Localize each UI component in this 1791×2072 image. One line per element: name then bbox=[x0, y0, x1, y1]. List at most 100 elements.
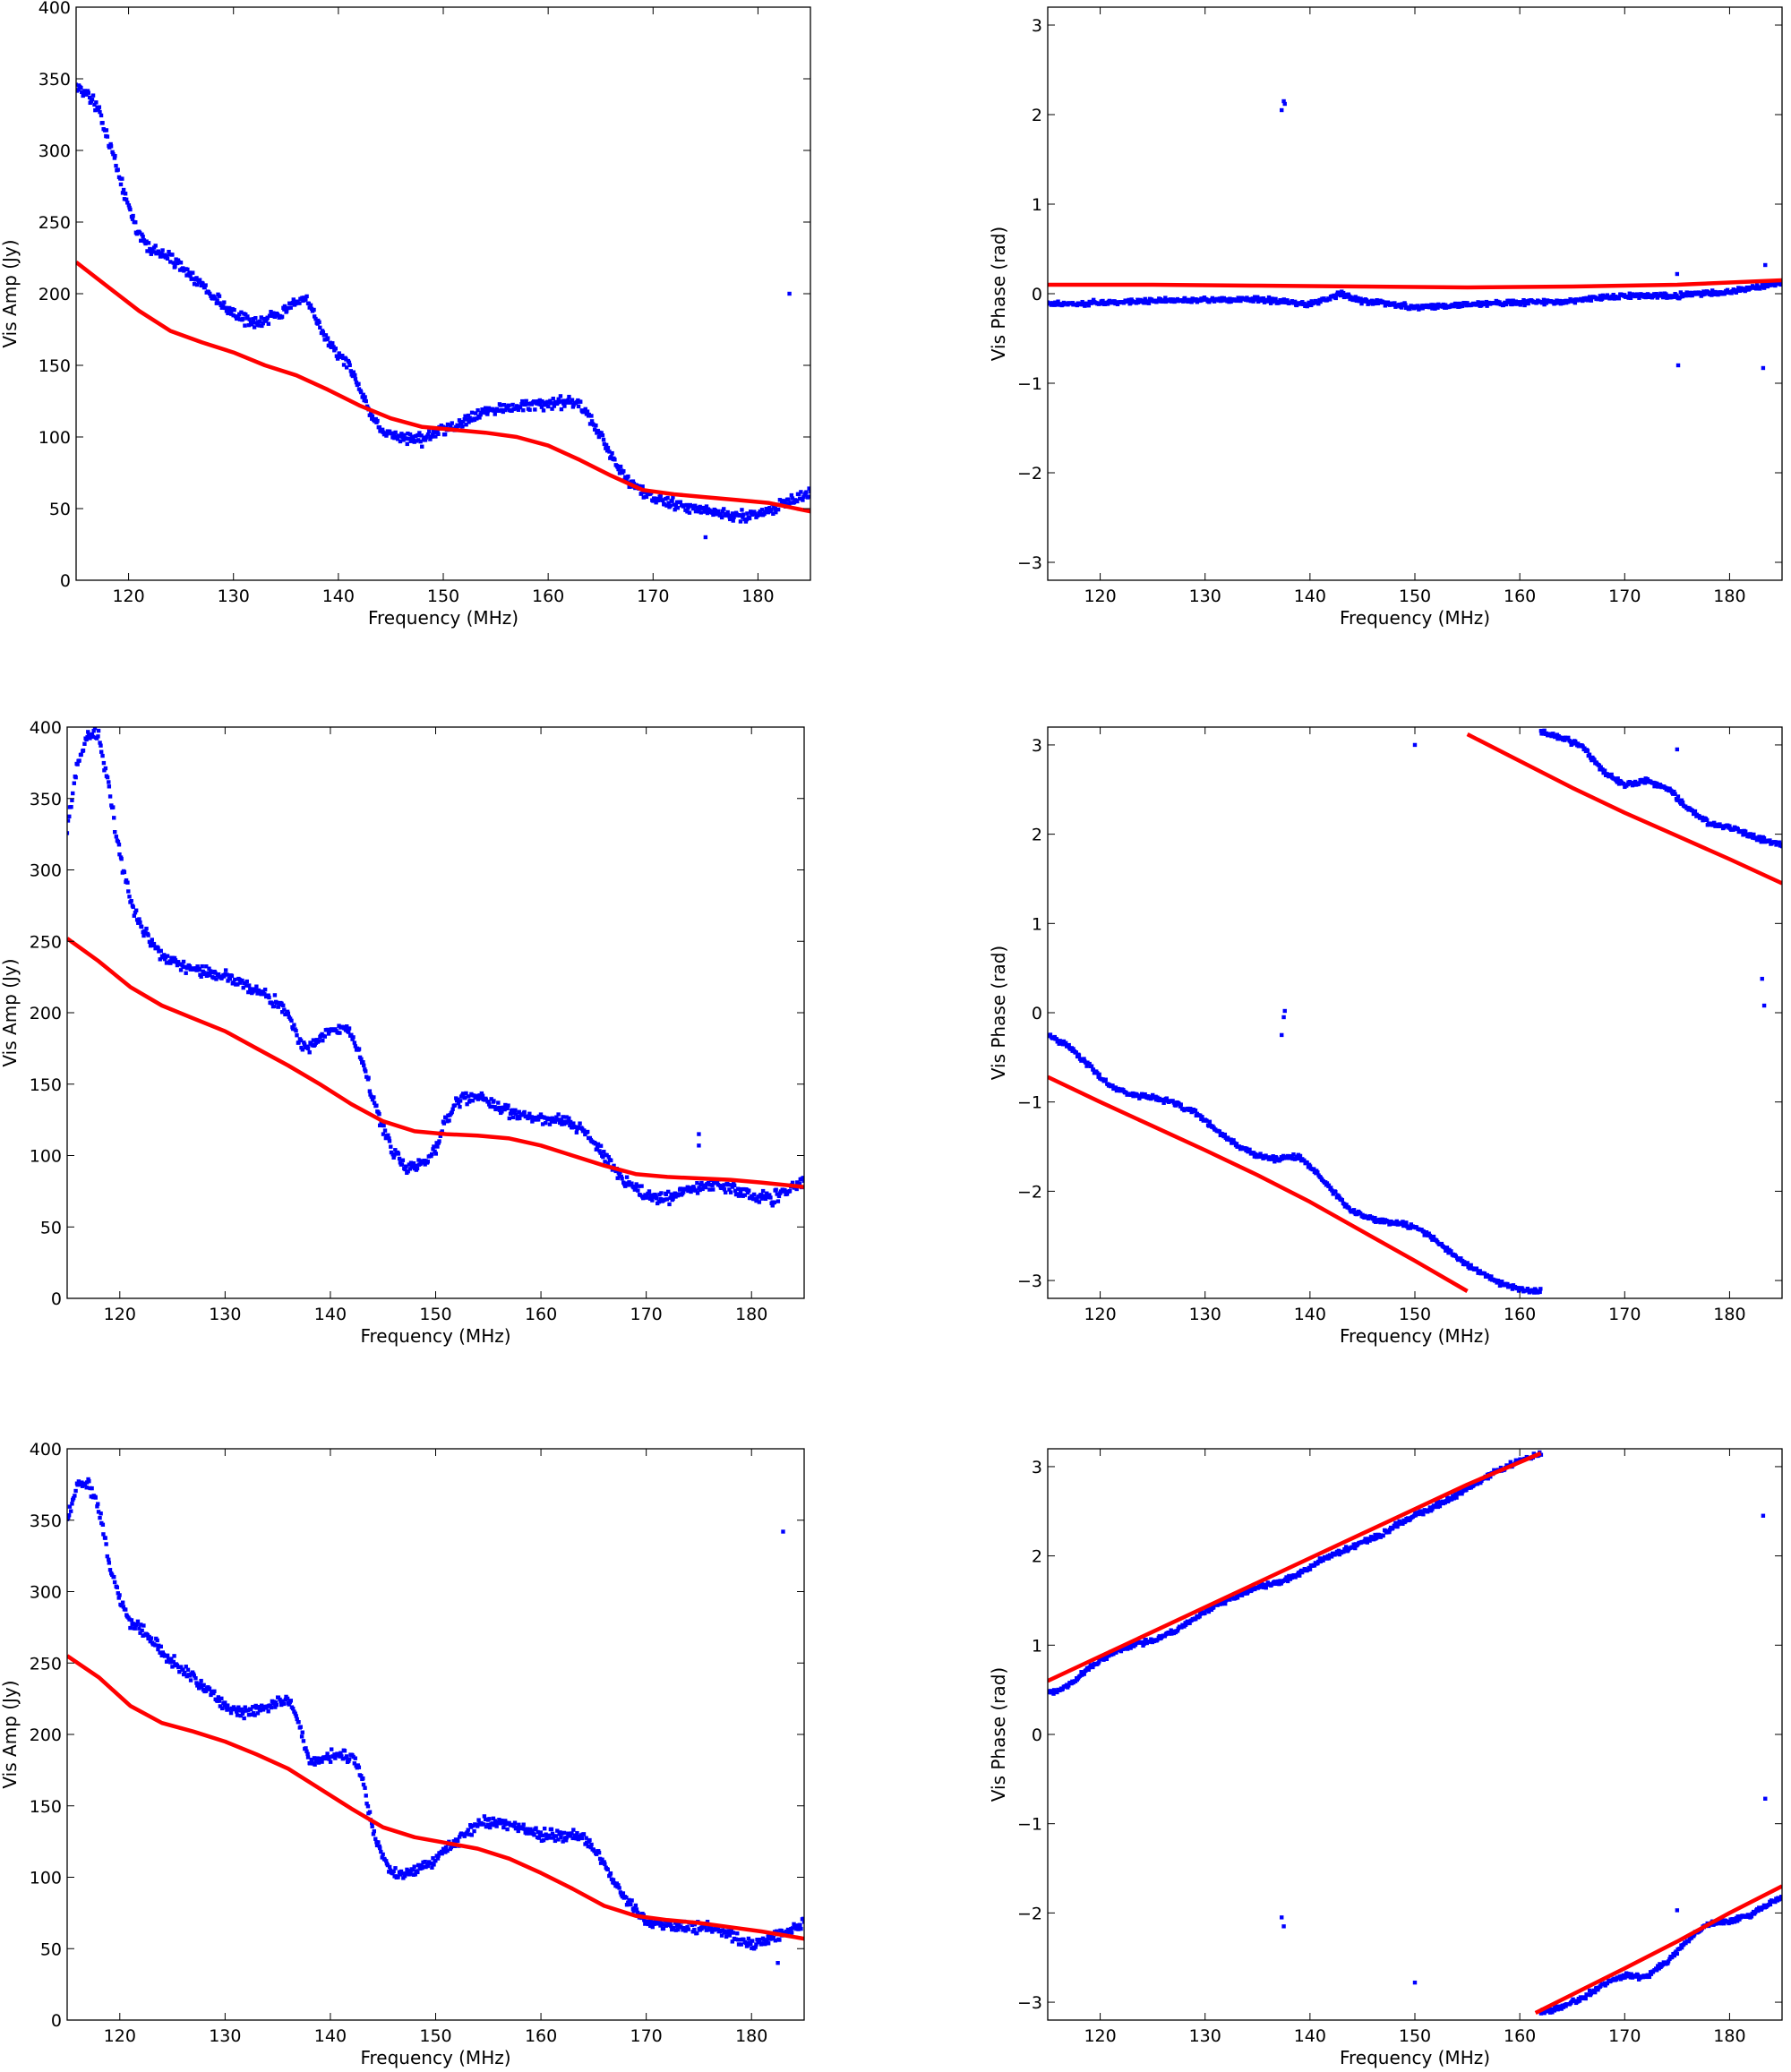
data-point bbox=[623, 1184, 628, 1188]
data-point bbox=[287, 305, 291, 311]
data-point bbox=[253, 989, 258, 993]
data-point bbox=[137, 917, 141, 921]
data-point bbox=[1727, 824, 1732, 828]
data-point bbox=[576, 404, 581, 409]
data-point bbox=[361, 1059, 365, 1065]
data-point bbox=[767, 1193, 772, 1197]
data-point bbox=[1735, 1919, 1740, 1923]
data-point bbox=[1333, 295, 1338, 301]
data-point bbox=[726, 1182, 731, 1187]
data-point bbox=[289, 1018, 294, 1023]
y-tick-label: 3 bbox=[1032, 1458, 1042, 1477]
data-point bbox=[1475, 303, 1479, 307]
data-point bbox=[601, 437, 606, 442]
data-point bbox=[1087, 1665, 1092, 1670]
data-point bbox=[546, 404, 551, 409]
data-point bbox=[646, 1191, 650, 1196]
data-point bbox=[1273, 296, 1278, 302]
data-point bbox=[491, 1816, 496, 1821]
data-point bbox=[554, 1117, 560, 1122]
data-point bbox=[1121, 301, 1127, 305]
data-point bbox=[497, 1818, 501, 1822]
panel-amp-2: 120 130 140 150 160 170 1800501001502002503003… bbox=[0, 718, 805, 1347]
data-point bbox=[199, 974, 203, 979]
data-point bbox=[245, 314, 250, 319]
data-point bbox=[387, 1136, 391, 1141]
data-point bbox=[1182, 295, 1187, 301]
data-point bbox=[1170, 299, 1174, 304]
data-point bbox=[266, 1709, 270, 1714]
data-point bbox=[1684, 1940, 1688, 1946]
data-point bbox=[1380, 1217, 1385, 1222]
data-point bbox=[675, 506, 681, 510]
data-point bbox=[674, 1923, 680, 1928]
data-point bbox=[597, 1856, 603, 1862]
data-point bbox=[70, 1502, 74, 1506]
data-point bbox=[1656, 1964, 1660, 1968]
data-point bbox=[219, 303, 223, 308]
y-tick-label: −2 bbox=[1017, 1904, 1042, 1923]
data-point bbox=[298, 1038, 304, 1043]
data-point bbox=[455, 1097, 460, 1102]
data-point bbox=[750, 512, 755, 517]
data-point bbox=[466, 413, 471, 418]
data-point bbox=[1053, 300, 1058, 304]
data-point bbox=[407, 432, 413, 437]
data-point bbox=[742, 1193, 748, 1197]
data-point bbox=[416, 438, 421, 442]
data-point bbox=[330, 341, 335, 346]
data-point bbox=[1245, 1146, 1249, 1152]
data-point bbox=[199, 283, 204, 288]
data-point bbox=[1768, 1902, 1773, 1907]
data-point bbox=[1735, 287, 1739, 293]
data-point bbox=[542, 1826, 547, 1831]
data-point bbox=[1083, 304, 1087, 308]
data-point bbox=[416, 1862, 421, 1868]
outlier-point bbox=[1763, 262, 1768, 268]
data-point bbox=[1082, 1672, 1086, 1676]
data-point bbox=[161, 953, 167, 957]
data-point bbox=[1354, 298, 1359, 304]
outlier-point bbox=[1761, 365, 1766, 371]
data-point bbox=[750, 1939, 755, 1943]
data-point bbox=[316, 1760, 321, 1765]
data-point bbox=[384, 432, 390, 436]
data-point bbox=[643, 1193, 647, 1197]
data-point bbox=[1052, 1034, 1057, 1040]
data-point bbox=[1533, 1288, 1538, 1292]
data-point bbox=[1326, 1556, 1332, 1561]
data-point bbox=[282, 304, 287, 309]
data-point bbox=[1624, 1974, 1630, 1979]
data-point bbox=[1778, 1896, 1782, 1901]
data-point bbox=[137, 1626, 141, 1631]
data-point bbox=[1251, 299, 1255, 304]
data-point bbox=[113, 153, 117, 158]
data-point bbox=[424, 1864, 428, 1870]
data-point bbox=[123, 192, 128, 196]
data-point bbox=[122, 869, 127, 875]
data-point bbox=[1599, 296, 1605, 302]
axes-frame bbox=[1047, 1448, 1783, 2021]
data-point bbox=[413, 1163, 418, 1169]
data-point bbox=[522, 1109, 527, 1115]
data-point bbox=[693, 1188, 698, 1193]
data-point bbox=[1680, 294, 1685, 299]
data-point bbox=[745, 511, 750, 516]
data-point bbox=[730, 1185, 735, 1189]
data-point bbox=[1513, 299, 1519, 304]
data-point bbox=[705, 1919, 710, 1924]
data-point bbox=[522, 1827, 527, 1831]
data-point bbox=[738, 519, 743, 524]
data-point bbox=[326, 1032, 331, 1036]
data-point bbox=[650, 1924, 655, 1930]
data-point bbox=[1329, 1554, 1334, 1559]
y-tick-label: 2 bbox=[1032, 106, 1042, 125]
data-point bbox=[647, 1189, 652, 1194]
data-point bbox=[1479, 304, 1484, 308]
data-point bbox=[493, 1819, 498, 1823]
data-point bbox=[1277, 1581, 1281, 1587]
data-point bbox=[1375, 298, 1379, 303]
data-point bbox=[608, 1871, 613, 1876]
data-point bbox=[276, 1695, 281, 1700]
data-point bbox=[1178, 1102, 1183, 1107]
